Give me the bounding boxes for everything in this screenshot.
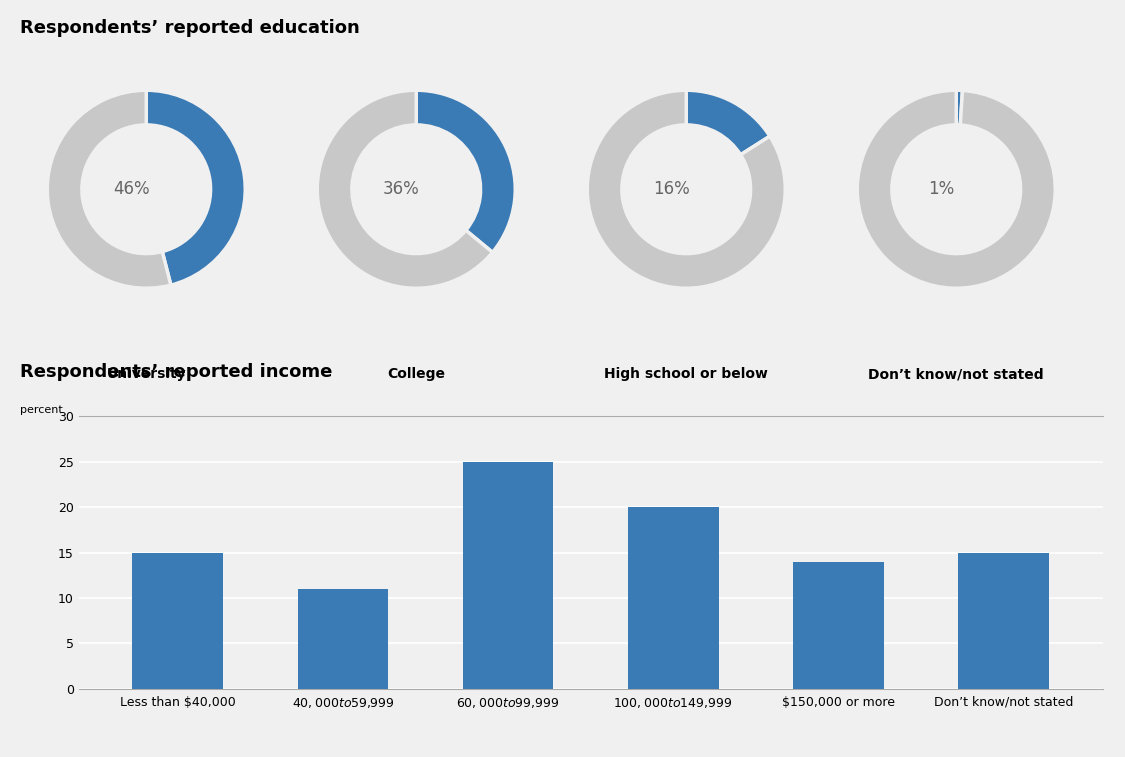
Circle shape (624, 127, 748, 251)
Text: 36%: 36% (382, 180, 420, 198)
Text: Respondents’ reported education: Respondents’ reported education (20, 19, 360, 37)
Circle shape (354, 127, 478, 251)
Wedge shape (857, 90, 1055, 288)
Wedge shape (686, 90, 770, 154)
Wedge shape (47, 90, 171, 288)
Bar (793, 562, 884, 689)
Bar (958, 553, 1048, 689)
Text: Respondents’ reported income: Respondents’ reported income (20, 363, 333, 382)
Text: percent: percent (20, 405, 63, 415)
Bar (297, 589, 388, 689)
Wedge shape (317, 90, 493, 288)
Text: College: College (387, 367, 446, 381)
Text: 1%: 1% (928, 180, 954, 198)
Text: University: University (107, 367, 186, 381)
Bar (462, 462, 554, 689)
Bar (628, 507, 719, 689)
Text: High school or below: High school or below (604, 367, 768, 381)
Bar (133, 553, 223, 689)
Wedge shape (416, 90, 515, 252)
Circle shape (84, 127, 208, 251)
Text: 16%: 16% (652, 180, 690, 198)
Wedge shape (956, 90, 963, 125)
Circle shape (894, 127, 1018, 251)
Text: 46%: 46% (114, 180, 150, 198)
Text: Don’t know/not stated: Don’t know/not stated (868, 367, 1044, 381)
Wedge shape (146, 90, 245, 285)
Wedge shape (587, 90, 785, 288)
